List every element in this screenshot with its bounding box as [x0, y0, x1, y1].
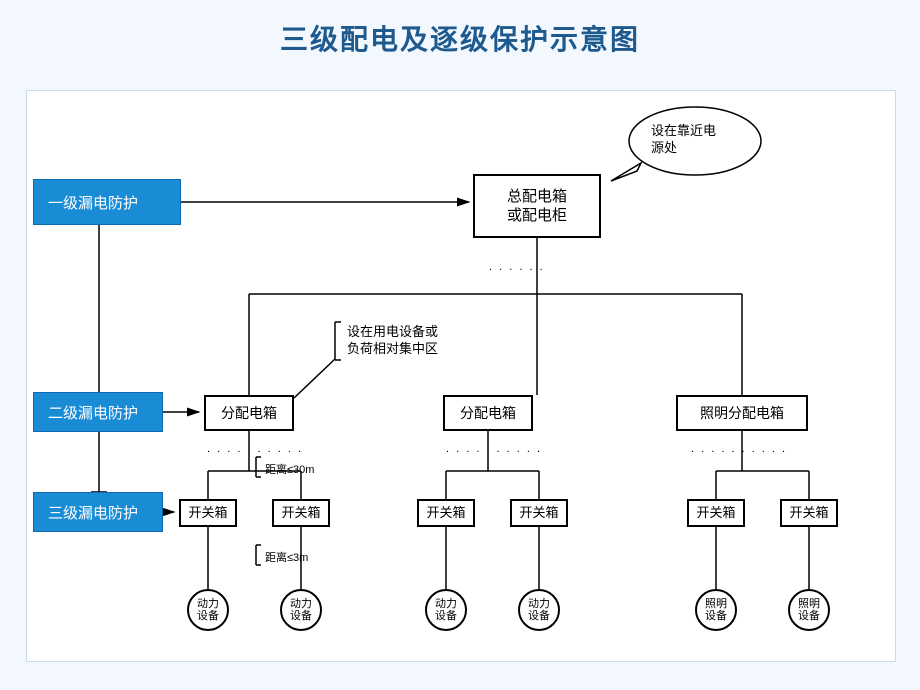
- switch-box-3: 开关箱: [417, 499, 475, 527]
- power-equipment-1: 动力 设备: [187, 589, 229, 631]
- level-3-box: 三级漏电防护: [33, 492, 163, 532]
- note-distance-30m: 距离≤30m: [265, 463, 314, 477]
- distribution-box-1: 分配电箱: [204, 395, 294, 431]
- switch-box-2: 开关箱: [272, 499, 330, 527]
- main-distribution-box: 总配电箱 或配电柜: [473, 174, 601, 238]
- distribution-box-2: 分配电箱: [443, 395, 533, 431]
- switch-box-6: 开关箱: [780, 499, 838, 527]
- note-source-location: 设在靠近电 源处: [651, 123, 716, 157]
- switch-box-1: 开关箱: [179, 499, 237, 527]
- level-2-box: 二级漏电防护: [33, 392, 163, 432]
- ellipsis-d3: . . . . . . . . . .: [691, 443, 787, 455]
- lighting-equipment-2: 照明 设备: [788, 589, 830, 631]
- ellipsis-d2: . . . . . . . . . .: [446, 443, 542, 455]
- switch-box-5: 开关箱: [687, 499, 745, 527]
- diagram-lines: [27, 91, 895, 661]
- level-1-box: 一级漏电防护: [33, 179, 181, 225]
- lighting-equipment-1: 照明 设备: [695, 589, 737, 631]
- diagram-frame: 一级漏电防护 二级漏电防护 三级漏电防护 总配电箱 或配电柜 设在靠近电 源处 …: [26, 90, 896, 662]
- ellipsis-d1: . . . . . . . . . .: [207, 443, 303, 455]
- power-equipment-2: 动力 设备: [280, 589, 322, 631]
- switch-box-4: 开关箱: [510, 499, 568, 527]
- power-equipment-4: 动力 设备: [518, 589, 560, 631]
- note-distance-3m: 距离≤3m: [265, 551, 308, 565]
- page-title: 三级配电及逐级保护示意图: [0, 18, 920, 58]
- note-equipment-area: 设在用电设备或 负荷相对集中区: [347, 324, 438, 358]
- power-equipment-3: 动力 设备: [425, 589, 467, 631]
- lighting-distribution-box: 照明分配电箱: [676, 395, 808, 431]
- ellipsis-main: . . . . . .: [489, 261, 545, 273]
